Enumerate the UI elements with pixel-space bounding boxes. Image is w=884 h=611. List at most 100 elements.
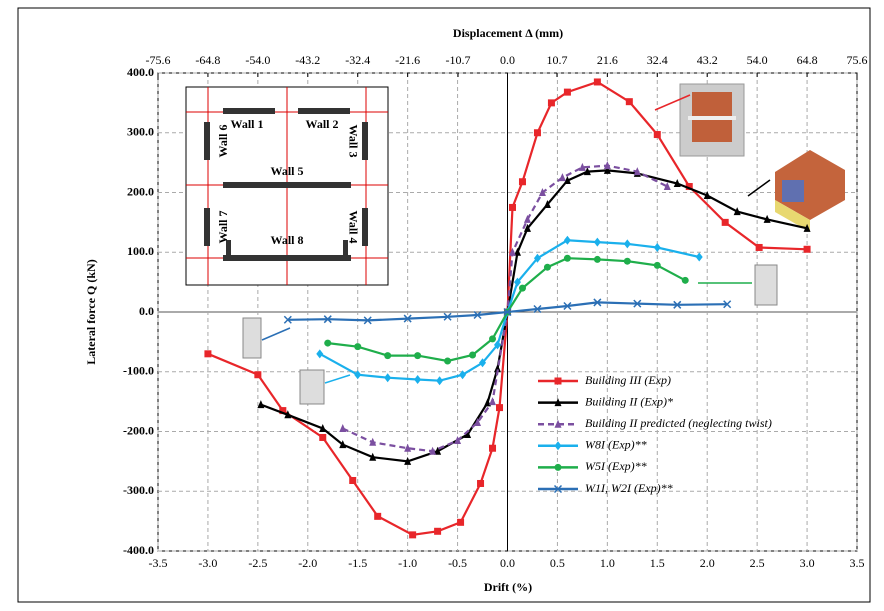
- marker: [339, 440, 347, 449]
- x-tick-label: -3.0: [198, 556, 217, 570]
- y-tick-label: 200.0: [127, 184, 154, 198]
- marker: [563, 88, 571, 96]
- marker: [403, 314, 412, 323]
- marker: [703, 190, 711, 199]
- marker: [633, 299, 642, 308]
- marker: [563, 176, 571, 185]
- wall-icons: [242, 264, 778, 405]
- marker: [653, 261, 661, 269]
- marker: [513, 277, 521, 287]
- marker: [563, 301, 572, 311]
- marker: [414, 375, 422, 385]
- marker: [464, 429, 472, 438]
- y-tick-label: 300.0: [127, 125, 154, 139]
- legend-label: Building II (Exp)*: [585, 394, 673, 408]
- inset-label: Wall 8: [270, 233, 303, 247]
- x-axis-label: Drift (%): [484, 580, 532, 594]
- marker: [414, 352, 422, 360]
- x2-tick-label: -32.4: [345, 53, 370, 67]
- marker: [554, 441, 562, 451]
- marker: [434, 527, 442, 535]
- y-tick-label: -200.0: [123, 423, 154, 437]
- marker: [369, 452, 377, 461]
- series-line: [319, 239, 700, 382]
- marker: [319, 424, 327, 433]
- y-tick-label: -100.0: [123, 364, 154, 378]
- marker: [653, 131, 661, 139]
- marker: [653, 242, 661, 252]
- marker: [369, 437, 377, 446]
- marker: [469, 351, 477, 359]
- x2-tick-label: 75.6: [847, 53, 868, 67]
- marker: [409, 531, 417, 539]
- arrows: [261, 94, 771, 384]
- marker: [473, 310, 482, 320]
- marker: [543, 199, 551, 208]
- inset-label: Wall 7: [216, 210, 230, 243]
- marker: [533, 129, 541, 137]
- marker: [489, 335, 497, 343]
- y-tick-label: 400.0: [127, 65, 154, 79]
- series-line: [342, 164, 668, 453]
- marker: [583, 167, 591, 176]
- marker: [339, 424, 347, 433]
- marker: [319, 433, 327, 441]
- x-tick-label: 3.0: [800, 556, 815, 570]
- inset-grid: [186, 87, 388, 285]
- marker: [284, 410, 292, 419]
- marker: [363, 316, 372, 325]
- marker: [685, 183, 693, 191]
- inset-label: Wall 5: [270, 164, 303, 178]
- inset: Wall 1 Wall 2 Wall 3 Wall 4 Wall 5 Wall 6 Wall…: [185, 86, 389, 286]
- x2-tick-label: -43.2: [295, 53, 320, 67]
- marker: [603, 161, 611, 170]
- x-tick-label: 2.0: [700, 556, 715, 570]
- inset-walls: [204, 108, 368, 261]
- marker: [695, 252, 703, 262]
- x-tick-label: -3.5: [149, 556, 168, 570]
- marker: [518, 178, 526, 186]
- marker: [733, 207, 741, 216]
- marker: [477, 479, 485, 487]
- marker: [558, 173, 566, 182]
- marker: [625, 98, 633, 106]
- inset-label: Wall 2: [305, 117, 338, 131]
- x2-tick-label: 43.2: [697, 53, 718, 67]
- marker: [384, 373, 392, 383]
- marker: [578, 162, 586, 171]
- marker: [279, 407, 287, 415]
- marker: [459, 370, 467, 380]
- marker: [563, 254, 571, 262]
- marker: [533, 304, 542, 314]
- marker: [593, 78, 601, 86]
- marker: [436, 376, 444, 386]
- legend-label: W1I, W2I (Exp)**: [585, 481, 673, 495]
- y-tick-label: 0.0: [139, 304, 154, 318]
- marker: [254, 371, 262, 379]
- y-tick-label: 100.0: [127, 244, 154, 258]
- marker: [513, 247, 521, 256]
- marker: [257, 400, 265, 409]
- marker: [384, 352, 392, 360]
- x-tick-label: 1.0: [600, 556, 615, 570]
- x-tick-label: -1.5: [348, 556, 367, 570]
- x2-tick-label: -54.0: [245, 53, 270, 67]
- marker: [623, 239, 631, 249]
- frame: [17, 7, 871, 603]
- marker: [523, 214, 531, 223]
- marker: [204, 350, 212, 358]
- x2-tick-label: 32.4: [647, 53, 668, 67]
- marker: [404, 456, 412, 465]
- marker: [508, 203, 516, 211]
- marker: [434, 446, 442, 455]
- x2-tick-label: 54.0: [747, 53, 768, 67]
- legend-label: W8I (Exp)**: [585, 438, 647, 452]
- marker: [479, 358, 487, 368]
- y-tick-label: -400.0: [123, 543, 154, 557]
- marker: [603, 165, 611, 174]
- grid: [157, 72, 858, 552]
- x2-tick-label: 21.6: [597, 53, 618, 67]
- building-icon: [679, 83, 845, 232]
- x-tick-label: -2.0: [298, 556, 317, 570]
